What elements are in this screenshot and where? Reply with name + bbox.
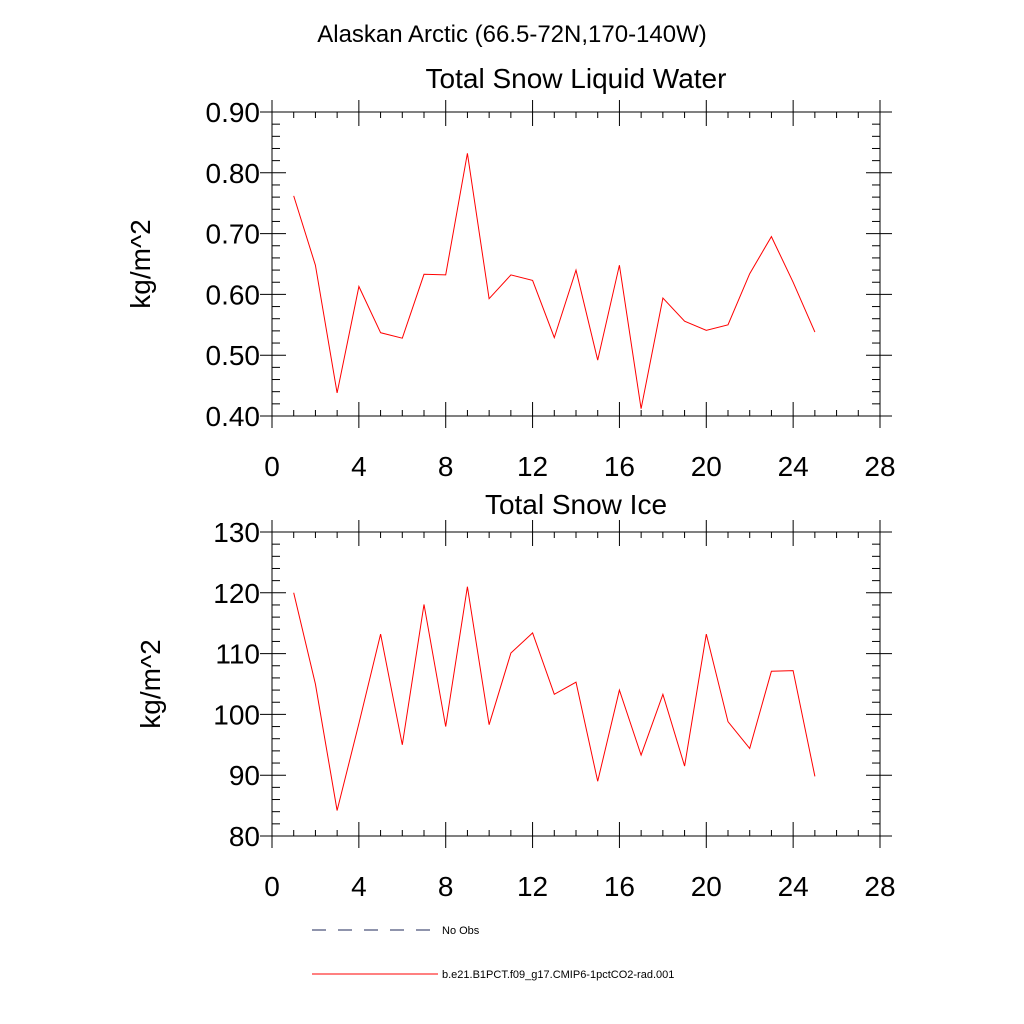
plot-frame	[271, 111, 881, 417]
series-line	[293, 153, 816, 409]
panel-snow-ice: Total Snow Ice 80 90 100 110 120 130 0 4 8 12 16 20 2…	[135, 489, 896, 902]
y-axis-label: kg/m^2	[135, 639, 166, 728]
panel-title: Total Snow Ice	[485, 489, 667, 520]
legend-label-model: b.e21.B1PCT.f09_g17.CMIP6-1pctCO2-rad.00…	[442, 969, 674, 981]
x-tick-label: 20	[691, 451, 722, 482]
x-tick-label: 16	[604, 451, 635, 482]
y-tick-label: 110	[215, 639, 260, 670]
x-tick-label: 0	[264, 451, 280, 482]
y-tick-label: 120	[213, 578, 260, 609]
y-tick-label: 130	[213, 517, 260, 548]
x-tick-label: 28	[864, 871, 895, 902]
x-tick-label: 20	[691, 871, 722, 902]
x-tick-label: 4	[351, 451, 367, 482]
y-tick-label: 0.60	[206, 279, 261, 310]
x-tick-label: 0	[264, 871, 280, 902]
series-line	[293, 586, 816, 811]
y-tick-label: 0.90	[206, 97, 261, 128]
y-tick-label: 0.40	[206, 401, 261, 432]
x-tick-label: 24	[778, 871, 809, 902]
legend-label-no-obs: No Obs	[442, 925, 480, 937]
x-tick-label: 12	[517, 451, 548, 482]
y-tick-label: 0.80	[206, 158, 261, 189]
x-tick-label: 8	[438, 451, 454, 482]
x-tick-label: 12	[517, 871, 548, 902]
y-tick-label: 80	[229, 821, 260, 852]
x-tick-label: 28	[864, 451, 895, 482]
y-tick-label: 90	[229, 760, 260, 791]
panel-title: Total Snow Liquid Water	[426, 63, 727, 94]
legend: No Obs b.e21.B1PCT.f09_g17.CMIP6-1pctCO2…	[312, 925, 674, 981]
figure-title: Alaskan Arctic (66.5-72N,170-140W)	[317, 21, 707, 48]
panel-snow-liquid-water: Total Snow Liquid Water 0.40 0.50 0.60 0.70 0…	[125, 63, 896, 482]
x-tick-label: 24	[778, 451, 809, 482]
x-tick-label: 16	[604, 871, 635, 902]
y-axis-label: kg/m^2	[125, 219, 156, 308]
x-tick-label: 8	[438, 871, 454, 902]
y-tick-label: 0.70	[206, 219, 261, 250]
y-tick-label: 100	[213, 699, 260, 730]
y-tick-label: 0.50	[206, 340, 261, 371]
x-tick-label: 4	[351, 871, 367, 902]
